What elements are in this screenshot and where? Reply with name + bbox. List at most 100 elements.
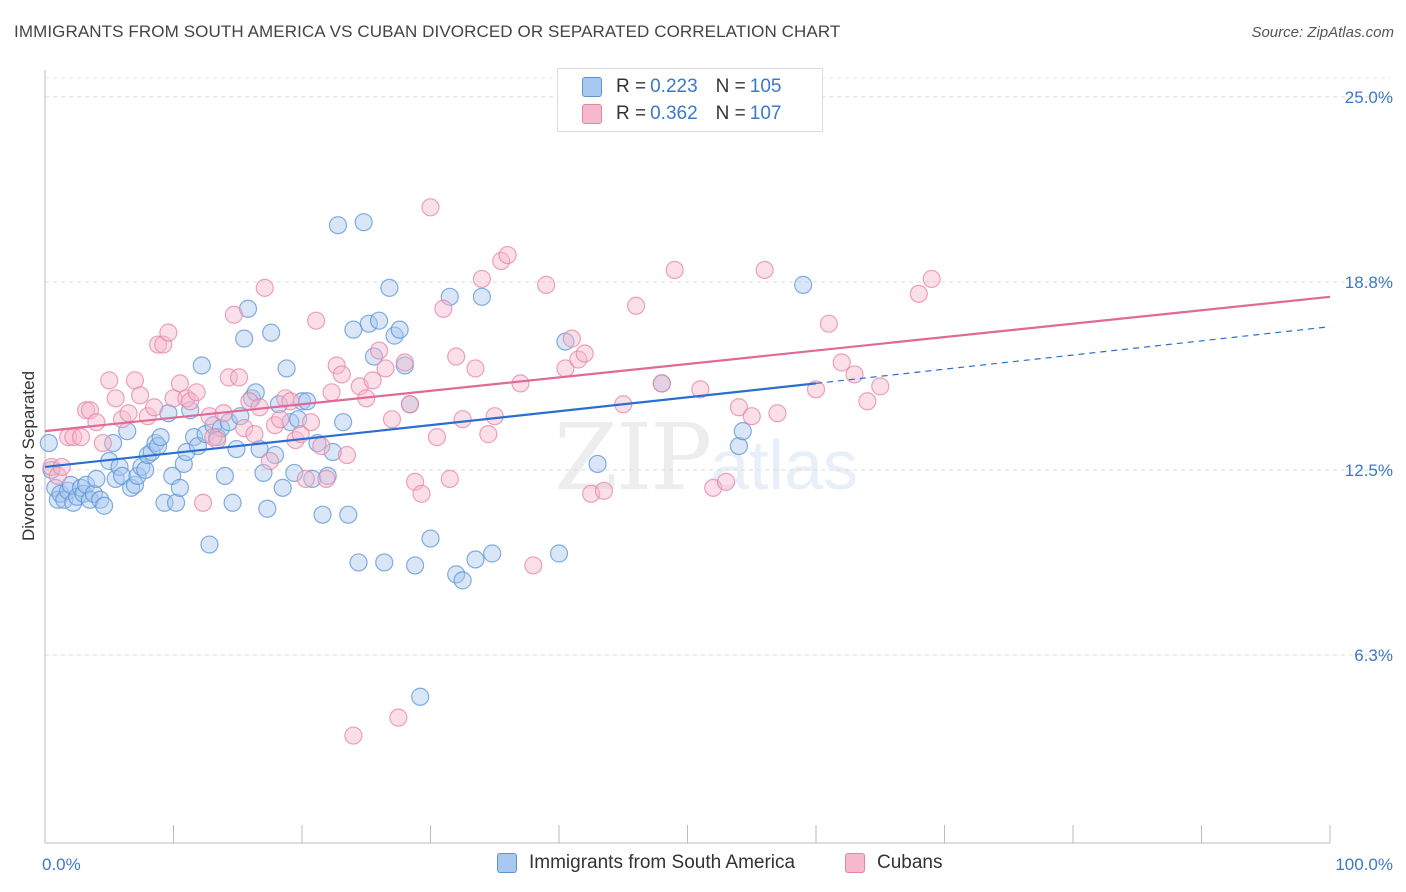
- y-axis-label: Divorced or Separated: [19, 371, 38, 541]
- data-point-south-america: [246, 383, 265, 402]
- data-point-cubans: [427, 428, 447, 447]
- data-point-cubans: [498, 245, 517, 265]
- stats-legend: R = 0.223 N = 105 R = 0.362 N = 107: [557, 68, 823, 132]
- data-point-cubans: [440, 469, 459, 488]
- data-point-cubans: [370, 341, 389, 360]
- data-point-cubans: [537, 275, 556, 294]
- y-tick-label: 12.5%: [1345, 461, 1393, 480]
- data-point-cubans: [466, 359, 485, 378]
- data-point-cubans: [832, 353, 851, 372]
- watermark-left: ZIP: [554, 404, 712, 511]
- data-point-south-america: [39, 433, 58, 453]
- data-point-cubans: [376, 359, 395, 378]
- data-point-cubans: [819, 314, 838, 333]
- data-point-cubans: [208, 430, 227, 450]
- legend-r-label: R =: [616, 103, 647, 124]
- series-legend: Immigrants from South America Cubans: [0, 852, 1406, 876]
- data-point-south-america: [453, 571, 472, 590]
- trend-extension-south-america: [815, 326, 1331, 384]
- data-point-south-america: [184, 428, 204, 447]
- data-point-cubans: [200, 407, 219, 426]
- data-point-south-america: [104, 433, 123, 453]
- data-point-cubans: [317, 469, 336, 488]
- legend-swatch-blue: [497, 853, 517, 873]
- data-point-cubans: [665, 260, 684, 280]
- data-point-south-america: [87, 469, 106, 488]
- data-point-south-america: [192, 356, 211, 375]
- data-point-cubans: [260, 451, 279, 471]
- data-point-cubans: [181, 392, 200, 411]
- data-point-cubans: [245, 425, 264, 444]
- data-point-south-america: [170, 478, 190, 497]
- data-point-cubans: [858, 392, 877, 411]
- data-point-cubans: [575, 344, 594, 363]
- data-point-south-america: [334, 413, 353, 432]
- data-point-south-america: [370, 311, 389, 330]
- chart-title: IMMIGRANTS FROM SOUTH AMERICA VS CUBAN D…: [14, 22, 841, 41]
- data-point-south-america: [318, 466, 337, 485]
- data-point-south-america: [265, 445, 285, 465]
- data-point-south-america: [328, 216, 348, 235]
- data-point-cubans: [281, 392, 300, 411]
- data-point-cubans: [806, 380, 826, 399]
- data-point-cubans: [337, 445, 357, 465]
- data-point-cubans: [729, 398, 749, 417]
- data-point-cubans: [845, 365, 864, 384]
- data-point-cubans: [626, 296, 646, 315]
- y-tick-label: 6.3%: [1354, 646, 1393, 665]
- data-point-south-america: [349, 553, 368, 572]
- data-point-south-america: [95, 496, 114, 515]
- legend-n-label: N =: [715, 103, 746, 124]
- data-point-cubans: [71, 428, 91, 447]
- data-point-cubans: [742, 407, 761, 426]
- legend-label: Cubans: [877, 852, 943, 873]
- data-point-cubans: [193, 493, 213, 512]
- data-point-cubans: [363, 371, 382, 390]
- data-point-cubans: [119, 404, 138, 423]
- data-point-cubans: [148, 335, 168, 354]
- data-point-south-america: [273, 478, 292, 497]
- data-point-cubans: [322, 383, 341, 402]
- data-point-cubans: [219, 368, 238, 387]
- data-point-south-america: [223, 493, 242, 512]
- legend-n-value: 105: [749, 76, 782, 97]
- data-point-south-america: [219, 413, 238, 432]
- data-point-cubans: [485, 407, 504, 426]
- data-point-cubans: [691, 380, 710, 399]
- data-point-cubans: [327, 356, 346, 375]
- legend-n-value: 107: [749, 103, 782, 124]
- data-point-cubans: [301, 413, 321, 432]
- data-point-cubans: [312, 436, 331, 456]
- data-point-cubans: [307, 311, 326, 330]
- data-point-south-america: [549, 544, 569, 563]
- data-point-cubans: [265, 416, 285, 435]
- data-point-south-america: [344, 320, 363, 339]
- legend-item-cubans[interactable]: Cubans: [845, 852, 943, 874]
- legend-r-value: 0.223: [650, 76, 698, 97]
- trend-line-cubans: [44, 295, 1331, 433]
- data-points: [39, 198, 941, 745]
- tick-labels: 6.3% 12.5% 18.8% 25.0% 0.0% 100.0%: [42, 88, 1393, 874]
- data-point-cubans: [400, 395, 420, 414]
- legend-r-label: R =: [616, 76, 647, 97]
- data-point-south-america: [466, 550, 485, 569]
- data-point-south-america: [385, 326, 404, 345]
- legend-row-cubans: R = 0.362 N = 107: [582, 102, 781, 126]
- legend-item-south-america[interactable]: Immigrants from South America: [497, 852, 795, 874]
- data-point-cubans: [159, 323, 178, 342]
- data-point-south-america: [200, 535, 219, 554]
- data-point-south-america: [375, 553, 394, 572]
- data-point-cubans: [344, 726, 363, 745]
- data-point-cubans: [382, 410, 402, 429]
- data-point-cubans: [229, 368, 249, 387]
- data-point-cubans: [296, 469, 315, 488]
- data-point-south-america: [405, 556, 425, 575]
- data-point-cubans: [922, 269, 941, 289]
- data-point-cubans: [235, 419, 254, 438]
- data-point-south-america: [303, 469, 322, 488]
- data-point-cubans: [271, 410, 290, 429]
- legend-n-label: N =: [715, 76, 746, 97]
- data-point-cubans: [130, 386, 150, 405]
- data-point-cubans: [871, 377, 890, 396]
- data-point-south-america: [151, 428, 170, 447]
